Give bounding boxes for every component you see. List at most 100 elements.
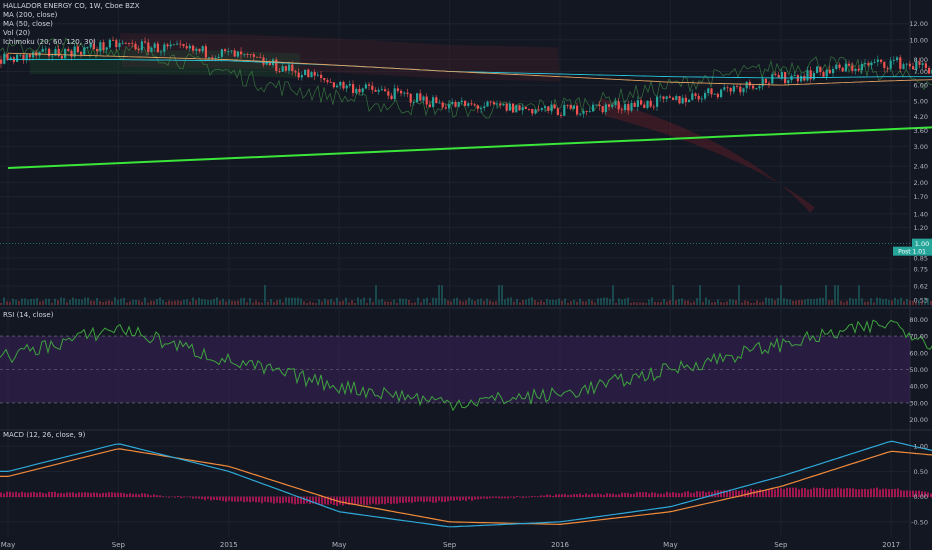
volume-bar (564, 298, 566, 305)
candle-body (422, 96, 425, 101)
volume-bar (177, 300, 179, 305)
candle-body (595, 104, 598, 106)
volume-bar (462, 301, 464, 305)
volume-bar (450, 301, 452, 305)
macd-pane[interactable] (0, 440, 932, 528)
volume-bar (792, 300, 794, 305)
macd-histogram-bar (165, 496, 167, 498)
macd-histogram-bar (399, 496, 401, 503)
volume-bar (480, 298, 482, 305)
candle-body (19, 54, 22, 56)
candle-body (668, 96, 671, 98)
macd-histogram-bar (450, 496, 452, 501)
candle-body (166, 44, 169, 47)
candle-body (486, 101, 489, 107)
macd-histogram-bar (279, 496, 281, 504)
candle-body (89, 43, 92, 48)
macd-histogram-bar (669, 492, 671, 498)
macd-histogram-bar (897, 488, 899, 498)
macd-histogram-bar (924, 491, 926, 498)
macd-histogram-bar (573, 494, 575, 498)
macd-histogram-bar (57, 493, 59, 498)
volume-bar (174, 300, 176, 305)
volume-bar (249, 298, 251, 305)
legend-ichimoku[interactable]: Ichimoku (20, 60, 120, 30) (3, 38, 96, 46)
macd-histogram-bar (813, 487, 815, 498)
macd-histogram-bar (906, 490, 908, 498)
ma200-line (7, 52, 932, 86)
volume-bar (18, 301, 20, 305)
volume-bar (459, 300, 461, 305)
volume-bar (606, 297, 608, 305)
volume-bar (687, 300, 689, 305)
legend-ma50[interactable]: MA (50, close) (3, 20, 53, 28)
trendline-long-term-support[interactable] (7, 50, 932, 170)
legend-ma200[interactable]: MA (200, close) (3, 11, 58, 19)
macd-histogram-bar (483, 496, 485, 499)
volume-bar (345, 297, 347, 305)
candle-body (771, 74, 774, 84)
candle-body (182, 44, 185, 47)
candle-body (467, 103, 470, 106)
macd-histogram-bar (525, 496, 527, 498)
price-pane[interactable] (0, 33, 932, 305)
volume-bar (822, 297, 824, 305)
volume-bar (360, 299, 362, 305)
candle-body (112, 39, 115, 41)
candle-body (870, 62, 873, 66)
candle-body (867, 63, 870, 66)
macd-histogram-bar (366, 496, 368, 506)
candle-body (652, 106, 655, 108)
volume-bar (660, 301, 662, 305)
volume-bar (777, 297, 779, 305)
candle-body (230, 50, 233, 52)
macd-histogram-bar (912, 490, 914, 498)
macd-histogram-bar (843, 488, 845, 498)
volume-bar (657, 302, 659, 305)
macd-histogram-bar (357, 496, 359, 505)
volume-bar (78, 299, 80, 305)
macd-histogram-bar (249, 496, 251, 503)
volume-bar (600, 298, 602, 305)
volume-bar (180, 301, 182, 305)
macd-histogram-bar (846, 488, 848, 498)
volume-bar (105, 301, 107, 305)
volume-bar (96, 297, 98, 305)
macd-histogram-bar (582, 494, 584, 498)
ichimoku-cloud-future (600, 97, 815, 213)
candle-body (640, 100, 643, 105)
rsi-pane[interactable] (0, 319, 932, 416)
macd-histogram-bar (639, 492, 641, 498)
volume-bar (408, 300, 410, 305)
volume-bar (525, 299, 527, 305)
macd-histogram-bar (171, 496, 173, 498)
volume-bar (15, 299, 17, 305)
candle-body (256, 56, 259, 58)
legend-volume[interactable]: Vol (20) (3, 29, 31, 37)
macd-histogram-bar (315, 496, 317, 504)
candle-body (582, 111, 585, 114)
candle-body (608, 104, 611, 107)
candle-body (48, 48, 51, 57)
volume-bar (237, 300, 239, 305)
candle-body (240, 51, 243, 55)
candle-body (918, 61, 921, 65)
x-axis-tick-label: 2015 (220, 541, 238, 549)
volume-bar (465, 300, 467, 305)
candle-body (0, 59, 3, 64)
macd-legend[interactable]: MACD (12, 26, close, 9) (3, 431, 85, 440)
volume-bars (0, 285, 932, 305)
candle-body (697, 95, 700, 100)
volume-bar (612, 285, 614, 305)
volume-bar (324, 298, 326, 305)
macd-histogram-bar (213, 496, 215, 500)
candle-body (816, 66, 819, 73)
candle-body (329, 81, 332, 83)
volume-bar (48, 298, 50, 305)
candle-body (268, 61, 271, 66)
macd-histogram-bar (441, 496, 443, 502)
volume-bar (3, 297, 5, 305)
rsi-legend[interactable]: RSI (14, close) (3, 311, 53, 320)
macd-histogram-bar (81, 492, 83, 498)
